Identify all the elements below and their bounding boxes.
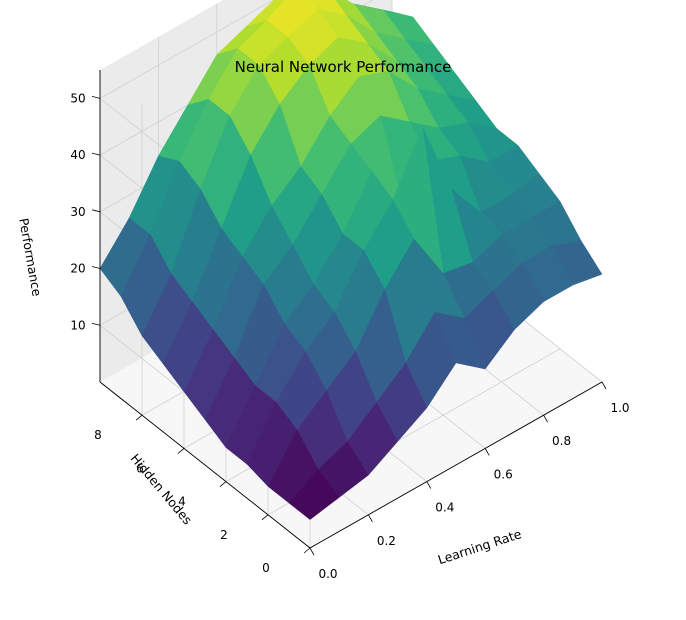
z-tick-label: 30 — [70, 205, 85, 219]
z-axis-label: Performance — [16, 217, 45, 298]
x-axis-label: Learning Rate — [436, 526, 524, 567]
axis-lines — [99, 70, 603, 549]
x-tick-mark — [368, 514, 373, 522]
y-tick-mark — [177, 448, 185, 454]
x-tick-mark — [543, 415, 548, 423]
y-axis-line — [99, 381, 311, 549]
z-tick-mark — [91, 95, 101, 99]
y-tick-mark — [261, 514, 269, 521]
tick-labels: 0.0 0.2 0.4 0.6 0.8 1.0 0 2 4 6 8 10 20 30 40 50 — [70, 91, 629, 581]
y-tick-label: 0 — [262, 561, 270, 575]
z-tick-label: 40 — [70, 148, 85, 162]
y-tick-label: 6 — [136, 461, 144, 475]
z-tick-mark — [91, 322, 101, 326]
x-tick-label: 0.6 — [494, 467, 513, 481]
y-axis-label: Hidden Nodes — [128, 451, 196, 528]
surface-facet — [288, 469, 340, 520]
x-axis-line — [309, 381, 603, 549]
x-tick-mark — [601, 381, 607, 390]
z-tick-label: 20 — [70, 262, 85, 276]
x-tick-label: 1.0 — [610, 401, 629, 415]
x-tick-label: 0.0 — [318, 567, 337, 581]
x-tick-label: 0.4 — [435, 501, 454, 515]
y-tick-mark — [135, 414, 143, 421]
x-tick-label: 0.2 — [377, 534, 396, 548]
x-tick-mark — [484, 448, 490, 456]
x-tick-label: 0.8 — [552, 434, 571, 448]
surface-plot — [99, 0, 603, 520]
y-tick-mark — [219, 481, 227, 487]
z-tick-label: 50 — [70, 91, 85, 105]
x-tick-mark — [309, 547, 315, 556]
x-tick-mark — [426, 481, 432, 489]
z-tick-mark — [91, 266, 101, 269]
y-tick-mark — [303, 547, 311, 554]
z-tick-label: 10 — [70, 318, 85, 332]
y-tick-label: 8 — [94, 428, 102, 442]
y-tick-label: 4 — [178, 495, 186, 509]
z-tick-mark — [91, 152, 101, 156]
z-tick-mark — [91, 209, 101, 213]
y-tick-label: 2 — [220, 528, 228, 542]
chart-title: Neural Network Performance — [235, 58, 452, 76]
